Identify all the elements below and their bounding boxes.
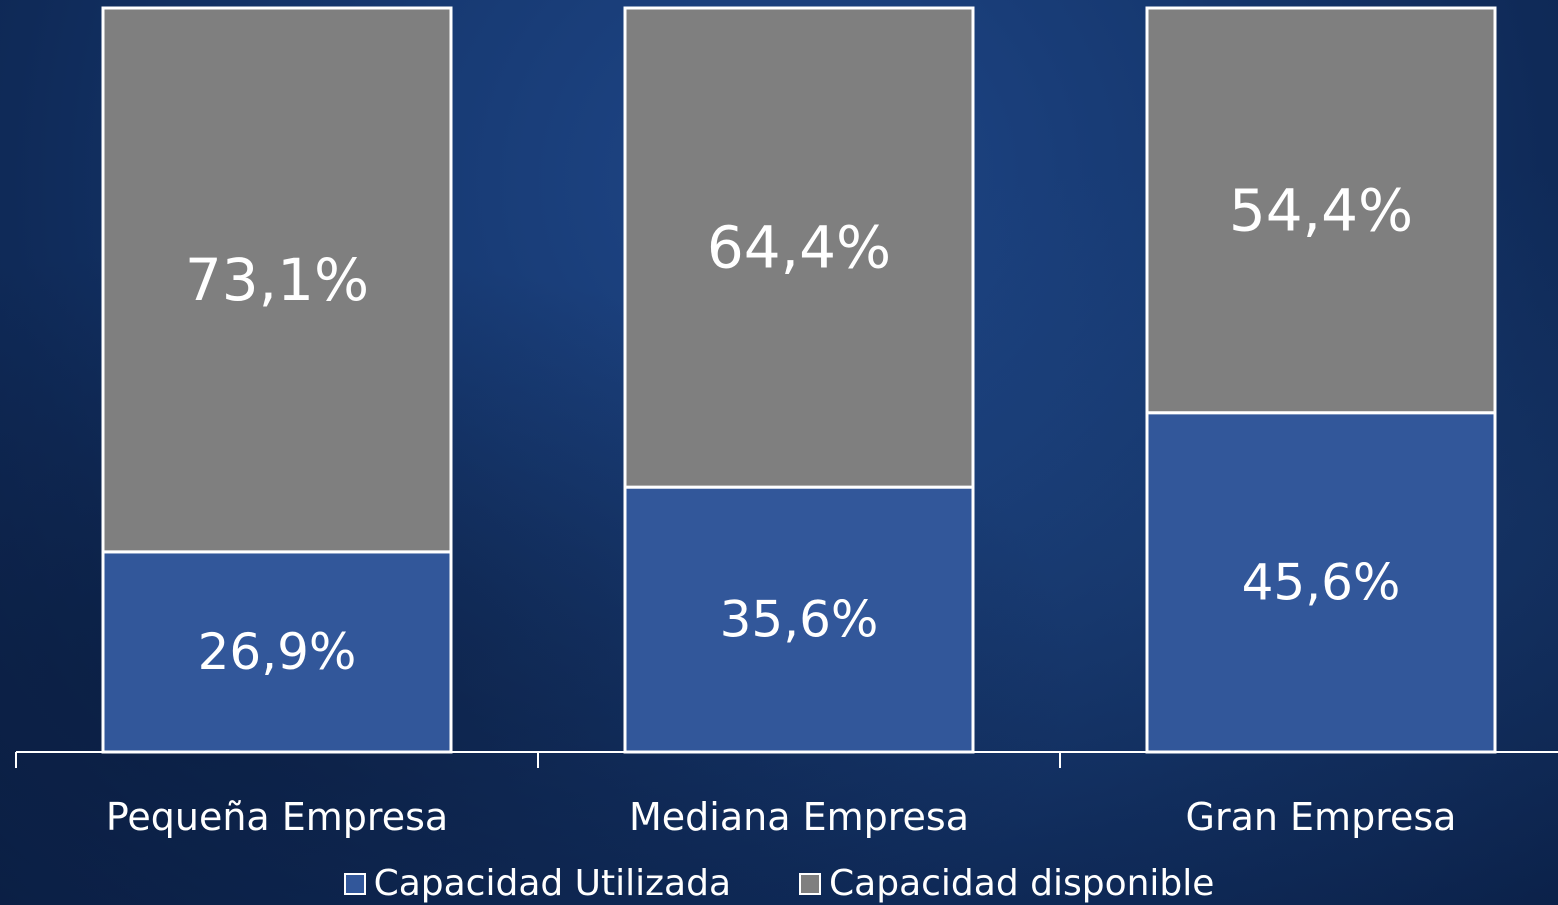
data-label-utilizada-3: 45,6% [1242,553,1401,611]
legend-swatch-disponible [799,872,822,895]
bar-utilizada-1 [101,550,453,754]
legend-item-disponible: Capacidad disponible [799,862,1215,904]
data-label-utilizada-1: 26,9% [198,623,357,681]
bar-disponible-1 [101,6,453,554]
bars-layer [101,6,1497,754]
data-label-disponible-1: 73,1% [185,246,369,314]
x-tick-label-3: Gran Empresa [1186,795,1457,839]
legend-swatch-utilizada [343,872,366,895]
x-tick-label-1: Pequeña Empresa [106,795,448,839]
bar-disponible-2 [623,6,975,489]
legend-label-utilizada: Capacidad Utilizada [373,862,732,904]
data-label-disponible-3: 54,4% [1229,176,1413,244]
data-labels: 26,9% 73,1% 35,6% 64,4% 45,6% 54,4% [185,176,1413,681]
legend-item-utilizada: Capacidad Utilizada [343,862,732,904]
x-tick-label-2: Mediana Empresa [629,795,969,839]
data-label-utilizada-2: 35,6% [720,591,879,649]
bar-disponible-3 [1145,6,1497,415]
x-axis: Pequeña Empresa Mediana Empresa Gran Empre… [15,751,1558,839]
data-label-disponible-2: 64,4% [707,214,891,282]
legend-label-disponible: Capacidad disponible [829,862,1215,904]
bar-utilizada-2 [623,485,975,754]
legend: Capacidad Utilizada Capacidad disponible [0,862,1558,905]
